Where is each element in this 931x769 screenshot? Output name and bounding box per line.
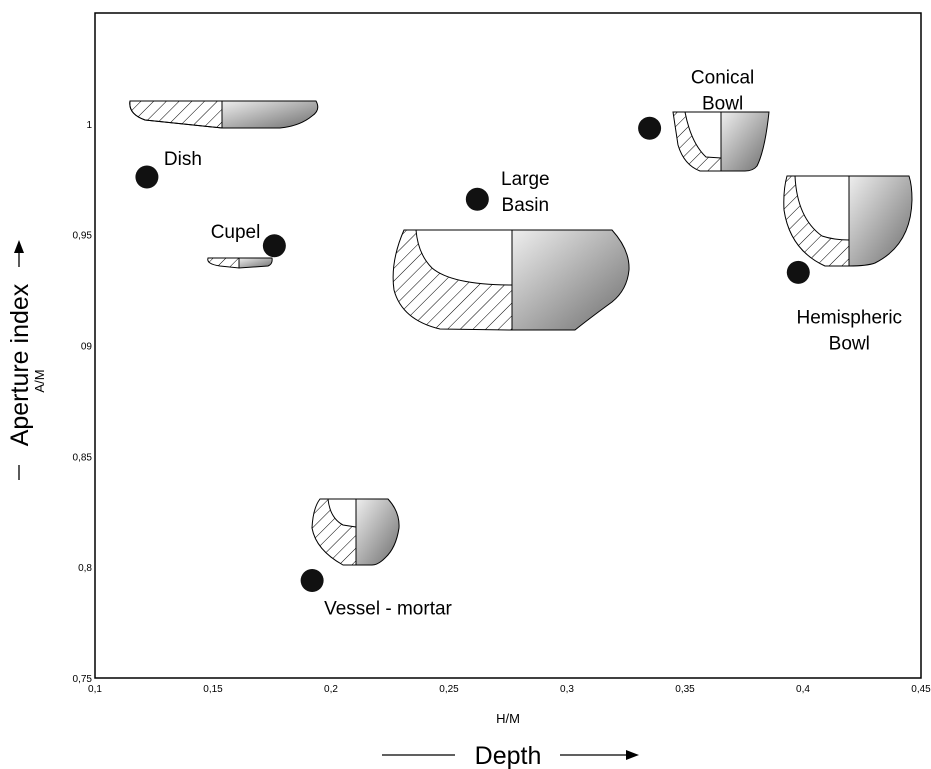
x-tick-label: 0,35 (675, 684, 695, 695)
y-tick-label: 09 (81, 342, 93, 353)
y-tick-label: 1 (86, 120, 92, 131)
plot-frame (94, 12, 922, 679)
x-tick-label: 0,2 (324, 684, 338, 695)
data-point-marker (786, 260, 810, 284)
y-axis-ticks: 0,75 0,8 0,85 09 0,95 1 (73, 120, 93, 685)
data-point-label: Cupel (211, 222, 261, 243)
y-axis-caption-text: Aperture index (6, 283, 34, 446)
x-tick-label: 0,15 (203, 684, 223, 695)
x-tick-label: 0,1 (88, 684, 102, 695)
vessel-mortar-profile-drawing (311, 498, 400, 566)
data-point-label: Dish (164, 149, 202, 170)
conical-bowl-profile-drawing (672, 111, 770, 172)
data-point-marker (638, 116, 662, 140)
data-points: Dish Cupel Large Basin Conical Bowl Hemispheri… (135, 67, 902, 619)
x-tick-label: 0,25 (439, 684, 459, 695)
hemispheric-bowl-profile-drawing (783, 175, 913, 267)
y-tick-label: 0,85 (73, 452, 93, 463)
x-tick-label: 0,3 (560, 684, 574, 695)
large-basin-profile-drawing (392, 229, 630, 331)
y-tick-label: 0,8 (78, 563, 92, 574)
data-point-marker (262, 234, 286, 258)
x-tick-label: 0,4 (796, 684, 810, 695)
cupel-profile-drawing (207, 257, 273, 269)
data-point-label: Conical Bowl (691, 67, 754, 114)
y-axis-caption: Aperture index (6, 240, 34, 480)
x-axis-ticks: 0,1 0,15 0,2 0,25 0,3 0,35 0,4 0,45 (88, 684, 931, 695)
y-tick-label: 0,95 (73, 231, 93, 242)
dish-profile-drawing (129, 100, 319, 129)
data-point-label: Large Basin (501, 169, 550, 216)
x-axis-caption: Depth (382, 742, 639, 769)
y-axis-label: A/M (32, 369, 47, 392)
data-point-marker (465, 187, 489, 211)
y-tick-label: 0,75 (73, 674, 93, 685)
data-point-marker (135, 165, 159, 189)
x-axis-caption-text: Depth (475, 742, 542, 769)
data-point-label: Hemispheric Bowl (796, 307, 902, 354)
data-point-marker (300, 568, 324, 592)
data-point-label: Vessel - mortar (324, 598, 452, 619)
x-axis-label: H/M (496, 711, 520, 726)
x-tick-label: 0,45 (911, 684, 931, 695)
